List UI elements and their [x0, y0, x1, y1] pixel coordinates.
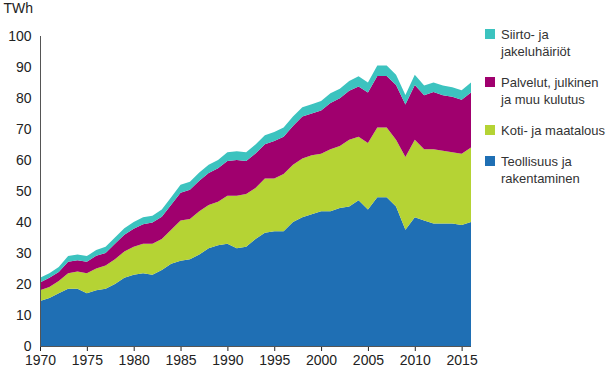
svg-text:1995: 1995 [259, 352, 290, 368]
svg-text:1990: 1990 [212, 352, 243, 368]
svg-text:1975: 1975 [72, 352, 103, 368]
svg-text:2000: 2000 [306, 352, 337, 368]
svg-text:TWh: TWh [4, 0, 34, 16]
html-text:Teollisuus ja rakentaminen: Teollisuus ja rakentaminen [501, 154, 580, 186]
svg-text:90: 90 [16, 59, 32, 75]
svg-text:40: 40 [16, 214, 32, 230]
svg-text:10: 10 [16, 307, 32, 323]
svg-text:20: 20 [16, 276, 32, 292]
svg-text:80: 80 [16, 90, 32, 106]
svg-text:1985: 1985 [165, 352, 196, 368]
svg-text:70: 70 [16, 121, 32, 137]
svg-text:2015: 2015 [447, 352, 478, 368]
html-text:Koti- ja maatalous: Koti- ja maatalous [501, 123, 606, 138]
svg-text:30: 30 [16, 245, 32, 261]
html-text:Siirto- ja jakeluhäiriöt: Siirto- ja jakeluhäiriöt [501, 27, 571, 59]
svg-text:60: 60 [16, 152, 32, 168]
html-text:Palvelut, julkinen ja muu kulu: Palvelut, julkinen ja muu kulutus [501, 75, 599, 107]
svg-text:0: 0 [23, 338, 32, 354]
svg-text:2010: 2010 [400, 352, 431, 368]
svg-text:1970: 1970 [25, 352, 56, 368]
svg-text:2005: 2005 [353, 352, 384, 368]
svg-text:1980: 1980 [119, 352, 150, 368]
svg-text:50: 50 [16, 183, 32, 199]
svg-text:100: 100 [8, 28, 32, 44]
